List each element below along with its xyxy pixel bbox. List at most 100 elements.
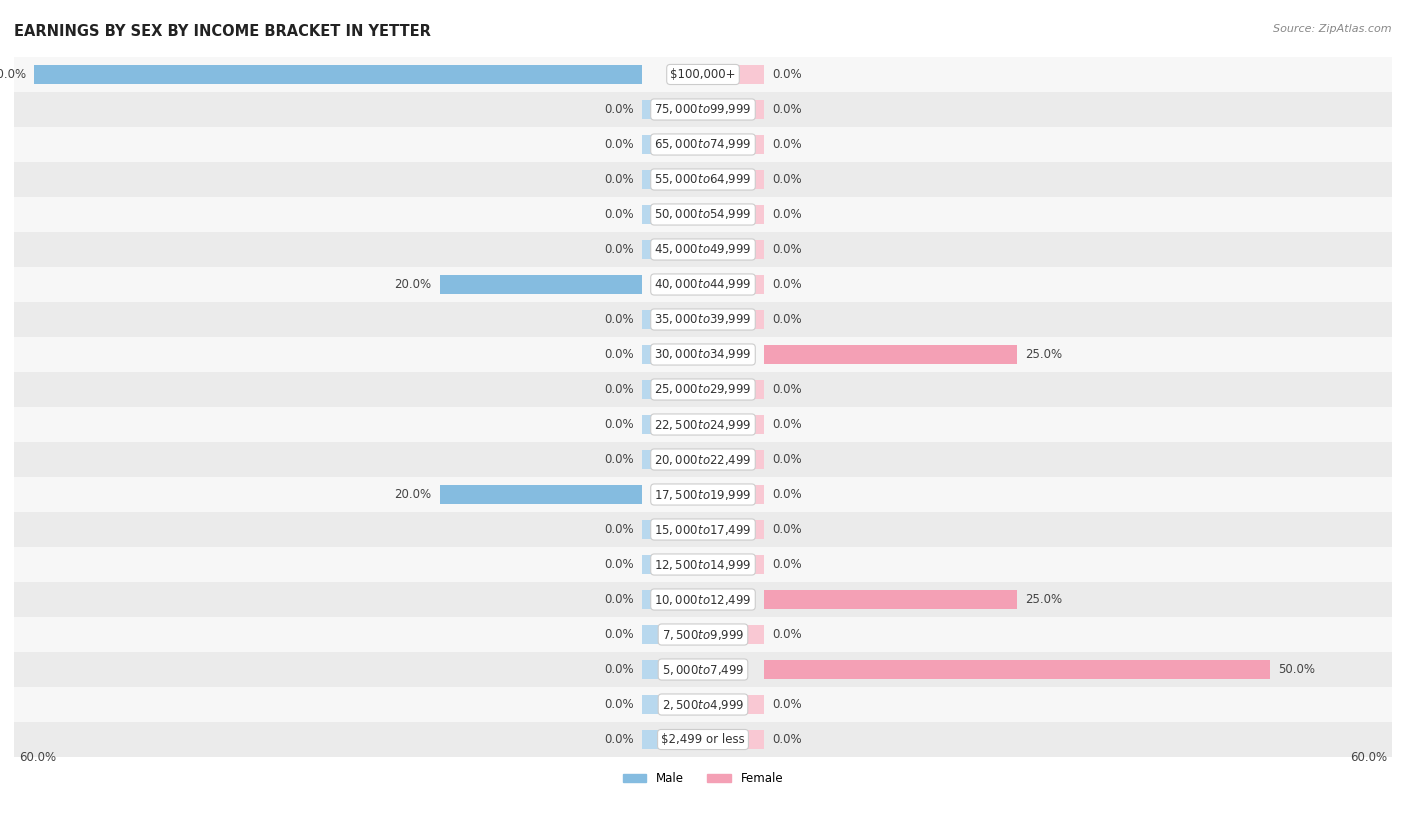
Text: 20.0%: 20.0% — [394, 488, 432, 501]
Text: 0.0%: 0.0% — [605, 243, 634, 256]
Bar — [14, 57, 1392, 92]
Text: $45,000 to $49,999: $45,000 to $49,999 — [654, 243, 752, 256]
Bar — [727, 205, 763, 224]
Text: 0.0%: 0.0% — [772, 698, 801, 711]
Text: 0.0%: 0.0% — [605, 663, 634, 676]
Bar — [643, 310, 679, 329]
Text: 0.0%: 0.0% — [772, 103, 801, 116]
Text: 25.0%: 25.0% — [1025, 593, 1063, 606]
Bar — [727, 625, 763, 644]
Text: $10,000 to $12,499: $10,000 to $12,499 — [654, 593, 752, 606]
Text: $7,500 to $9,999: $7,500 to $9,999 — [662, 628, 744, 641]
Text: $25,000 to $29,999: $25,000 to $29,999 — [654, 383, 752, 396]
Text: 0.0%: 0.0% — [772, 733, 801, 746]
Text: 0.0%: 0.0% — [605, 698, 634, 711]
Text: 0.0%: 0.0% — [605, 103, 634, 116]
Bar — [727, 135, 763, 154]
Text: 0.0%: 0.0% — [605, 628, 634, 641]
Bar — [763, 590, 1017, 609]
Bar — [643, 135, 679, 154]
Bar — [643, 345, 679, 364]
Bar — [440, 485, 643, 504]
Bar — [14, 337, 1392, 372]
Text: 0.0%: 0.0% — [772, 453, 801, 466]
Text: $100,000+: $100,000+ — [671, 68, 735, 81]
Text: $30,000 to $34,999: $30,000 to $34,999 — [654, 348, 752, 361]
Text: $20,000 to $22,499: $20,000 to $22,499 — [654, 453, 752, 466]
Text: $55,000 to $64,999: $55,000 to $64,999 — [654, 173, 752, 186]
Bar — [727, 555, 763, 574]
Text: 0.0%: 0.0% — [772, 173, 801, 186]
Bar — [14, 722, 1392, 757]
Bar — [763, 345, 1017, 364]
Bar — [14, 92, 1392, 127]
Text: 50.0%: 50.0% — [1278, 663, 1316, 676]
Text: 0.0%: 0.0% — [605, 383, 634, 396]
Text: 0.0%: 0.0% — [772, 558, 801, 571]
Text: 0.0%: 0.0% — [605, 453, 634, 466]
Bar — [727, 240, 763, 259]
Bar — [440, 275, 643, 294]
Text: 0.0%: 0.0% — [605, 523, 634, 536]
Text: $65,000 to $74,999: $65,000 to $74,999 — [654, 138, 752, 151]
Bar — [727, 380, 763, 399]
Bar — [727, 450, 763, 469]
Text: $15,000 to $17,499: $15,000 to $17,499 — [654, 523, 752, 536]
Text: EARNINGS BY SEX BY INCOME BRACKET IN YETTER: EARNINGS BY SEX BY INCOME BRACKET IN YET… — [14, 24, 430, 39]
Text: 0.0%: 0.0% — [772, 313, 801, 326]
Text: 60.0%: 60.0% — [0, 68, 27, 81]
Text: 0.0%: 0.0% — [605, 558, 634, 571]
Text: 0.0%: 0.0% — [772, 488, 801, 501]
Bar — [643, 590, 679, 609]
Bar — [727, 730, 763, 749]
Bar — [14, 687, 1392, 722]
Bar — [14, 232, 1392, 267]
Text: $2,499 or less: $2,499 or less — [661, 733, 745, 746]
Bar — [643, 100, 679, 119]
Bar — [727, 65, 763, 84]
Text: 0.0%: 0.0% — [605, 348, 634, 361]
Text: 0.0%: 0.0% — [772, 523, 801, 536]
Bar — [14, 197, 1392, 232]
Bar — [14, 127, 1392, 162]
Bar — [643, 660, 679, 679]
Bar — [14, 582, 1392, 617]
Text: 0.0%: 0.0% — [772, 208, 801, 221]
Bar — [763, 660, 1271, 679]
Bar — [14, 617, 1392, 652]
Text: 0.0%: 0.0% — [605, 313, 634, 326]
Bar — [643, 240, 679, 259]
Bar — [643, 520, 679, 539]
Text: 0.0%: 0.0% — [772, 68, 801, 81]
Text: $12,500 to $14,999: $12,500 to $14,999 — [654, 558, 752, 571]
Text: 0.0%: 0.0% — [772, 243, 801, 256]
Bar — [643, 695, 679, 714]
Bar — [14, 477, 1392, 512]
Bar — [643, 170, 679, 189]
Text: 0.0%: 0.0% — [605, 593, 634, 606]
Bar — [14, 162, 1392, 197]
Text: $75,000 to $99,999: $75,000 to $99,999 — [654, 103, 752, 116]
Bar — [14, 407, 1392, 442]
Bar — [727, 275, 763, 294]
Text: 0.0%: 0.0% — [605, 208, 634, 221]
Legend: Male, Female: Male, Female — [619, 767, 787, 790]
Text: 0.0%: 0.0% — [605, 138, 634, 151]
Text: $2,500 to $4,999: $2,500 to $4,999 — [662, 698, 744, 711]
Text: 0.0%: 0.0% — [605, 418, 634, 431]
Text: 25.0%: 25.0% — [1025, 348, 1063, 361]
Bar — [727, 100, 763, 119]
Text: $22,500 to $24,999: $22,500 to $24,999 — [654, 418, 752, 431]
Text: 0.0%: 0.0% — [605, 733, 634, 746]
Bar — [643, 625, 679, 644]
Text: 0.0%: 0.0% — [605, 173, 634, 186]
Bar — [643, 205, 679, 224]
Bar — [14, 547, 1392, 582]
Bar — [643, 555, 679, 574]
Bar — [14, 372, 1392, 407]
Bar — [727, 520, 763, 539]
Text: $5,000 to $7,499: $5,000 to $7,499 — [662, 663, 744, 676]
Bar — [727, 695, 763, 714]
Bar — [14, 512, 1392, 547]
Bar — [727, 310, 763, 329]
